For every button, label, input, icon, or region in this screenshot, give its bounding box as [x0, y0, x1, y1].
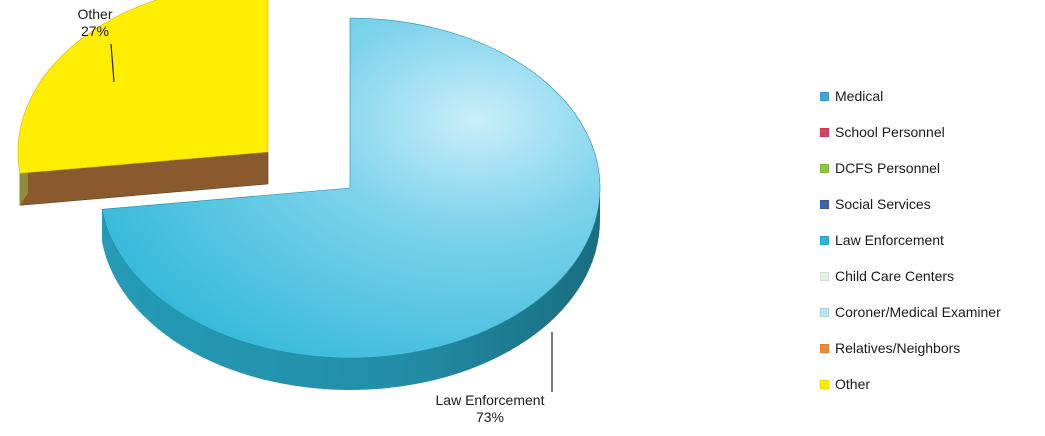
- slice-law-enforcement: [101, 17, 601, 359]
- legend-item-dcfs-personnel: DCFS Personnel: [820, 150, 1040, 186]
- legend-label-law-enforcement: Law Enforcement: [835, 232, 944, 248]
- leader-line-other: [110, 43, 115, 83]
- legend-swatch-other: [820, 379, 829, 389]
- legend-item-other: Other: [820, 366, 1040, 402]
- slice-other: [17, 0, 269, 174]
- legend-label-medical: Medical: [835, 88, 884, 104]
- legend-swatch-law-enforcement: [820, 235, 829, 245]
- legend-item-medical: Medical: [820, 78, 1040, 114]
- slice-label-other-name: Other: [77, 6, 113, 22]
- legend-swatch-coroner-medical-examiner: [820, 307, 829, 317]
- legend-item-social-services: Social Services: [820, 186, 1040, 222]
- legend-label-school-personnel: School Personnel: [835, 124, 945, 140]
- legend-label-other: Other: [835, 376, 871, 392]
- legend-label-child-care-centers: Child Care Centers: [835, 268, 955, 284]
- legend-item-law-enforcement: Law Enforcement: [820, 222, 1040, 258]
- legend-label-dcfs-personnel: DCFS Personnel: [835, 160, 941, 176]
- legend-item-child-care-centers: Child Care Centers: [820, 258, 1040, 294]
- legend-label-social-services: Social Services: [835, 196, 931, 212]
- legend-item-school-personnel: School Personnel: [820, 114, 1040, 150]
- legend-swatch-relatives-neighbors: [820, 343, 829, 353]
- pie-chart: Law Enforcement 73% Other 27%: [17, 0, 601, 426]
- slice-label-other-value: 27%: [80, 23, 110, 39]
- legend-label-relatives-neighbors: Relatives/Neighbors: [835, 340, 961, 356]
- slice-label-law-enforcement-value: 73%: [475, 409, 505, 425]
- pie-chart-svg: [17, 0, 601, 392]
- slice-side-law-enforcement: [101, 188, 601, 391]
- legend-swatch-child-care-centers: [820, 271, 829, 281]
- legend-item-relatives-neighbors: Relatives/Neighbors: [820, 330, 1040, 366]
- legend-swatch-dcfs-personnel: [820, 163, 829, 173]
- legend-swatch-school-personnel: [820, 127, 829, 137]
- slice-label-law-enforcement: Law Enforcement 73%: [410, 392, 570, 426]
- legend-swatch-medical: [820, 91, 829, 101]
- legend-swatch-social-services: [820, 199, 829, 209]
- legend-label-coroner-medical-examiner: Coroner/Medical Examiner: [835, 304, 1001, 320]
- slice-label-other: Other 27%: [50, 6, 140, 40]
- legend-item-coroner-medical-examiner: Coroner/Medical Examiner: [820, 294, 1040, 330]
- chart-legend: Medical School Personnel DCFS Personnel Soc…: [820, 78, 1040, 402]
- slice-label-law-enforcement-name: Law Enforcement: [435, 392, 545, 408]
